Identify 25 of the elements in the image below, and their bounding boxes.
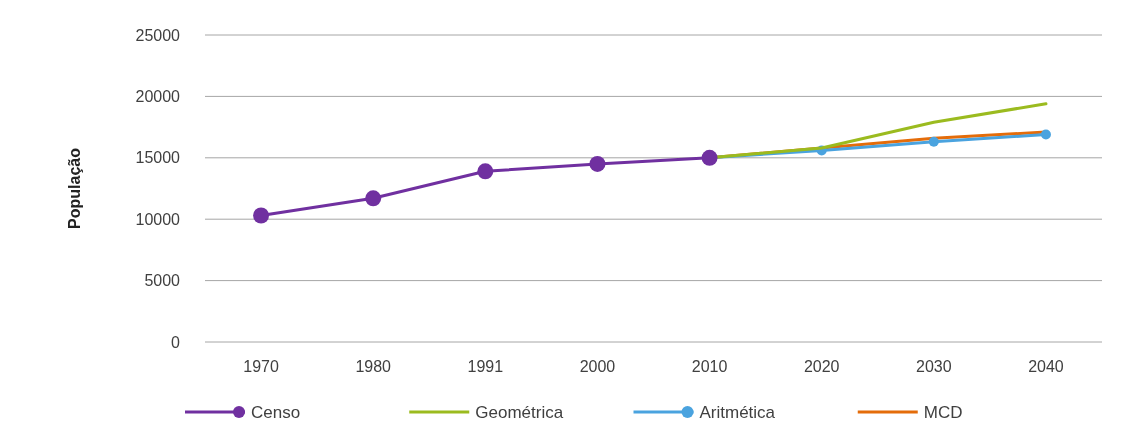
legend-label: MCD <box>923 402 963 422</box>
x-tick-label: 2000 <box>579 358 616 375</box>
y-tick-label: 5000 <box>144 272 181 290</box>
x-tick-label: 1991 <box>467 358 504 375</box>
legend-label: Geométrica <box>475 402 564 422</box>
x-tick-label: 2030 <box>916 358 952 375</box>
y-axis-title: População <box>66 147 83 229</box>
point <box>253 207 270 224</box>
point <box>1040 129 1051 140</box>
x-tick-label: 1970 <box>243 358 279 375</box>
point <box>928 136 939 147</box>
point <box>589 155 606 172</box>
x-tick-label: 1980 <box>355 358 392 375</box>
x-tick-label: 2020 <box>803 358 840 375</box>
point <box>477 163 494 180</box>
x-tick-label: 2010 <box>691 358 728 375</box>
y-tick-label: 20000 <box>135 88 181 105</box>
y-tick-label: 10000 <box>135 210 181 228</box>
x-tick-label: 2040 <box>1028 358 1064 375</box>
y-tick-label: 25000 <box>135 26 181 44</box>
legend-label: Aritmética <box>699 402 776 422</box>
y-tick-label: 15000 <box>135 149 181 167</box>
y-tick-label: 0 <box>171 333 181 351</box>
legend-label: Censo <box>251 402 301 422</box>
point <box>365 190 382 207</box>
